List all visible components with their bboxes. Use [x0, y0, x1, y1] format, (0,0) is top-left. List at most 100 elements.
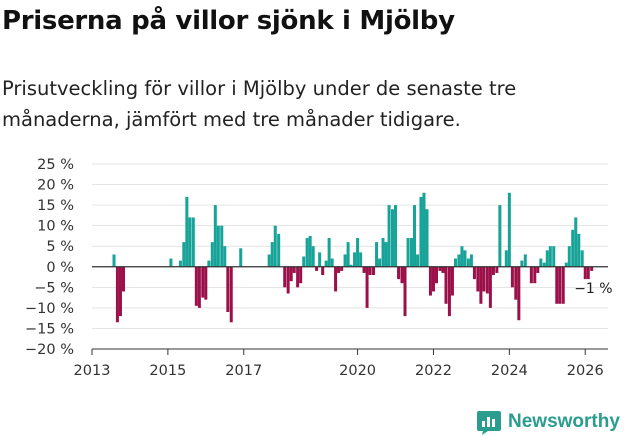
bar	[552, 246, 556, 267]
bar	[457, 254, 461, 267]
bar	[491, 266, 495, 275]
bar	[536, 266, 540, 273]
bar	[229, 266, 233, 323]
bar	[488, 266, 492, 308]
bar	[406, 238, 410, 267]
bar	[561, 266, 565, 304]
bar	[450, 266, 454, 296]
bar	[412, 205, 417, 267]
bar	[362, 266, 366, 273]
bar	[302, 256, 306, 267]
bar	[453, 258, 457, 267]
bar	[529, 266, 533, 284]
bar	[305, 238, 309, 267]
bar	[207, 260, 211, 267]
bar	[346, 242, 350, 267]
bar	[356, 238, 360, 267]
bar	[444, 266, 448, 304]
bar	[564, 262, 568, 267]
bar	[548, 246, 552, 267]
bar	[384, 242, 388, 267]
axes	[91, 266, 608, 355]
y-tick-label: 5 %	[46, 239, 74, 255]
bar	[558, 266, 562, 304]
y-tick-label: 20 %	[37, 178, 74, 194]
x-tick-label: 2013	[74, 363, 111, 379]
bar	[375, 242, 379, 267]
y-tick-label: 15 %	[37, 198, 74, 214]
bar	[479, 266, 483, 304]
bar	[343, 254, 347, 267]
bar	[292, 266, 296, 273]
bar	[178, 260, 182, 267]
bar	[365, 266, 369, 308]
bar	[567, 246, 571, 267]
bar	[169, 258, 173, 267]
x-tick-label: 2020	[339, 363, 376, 379]
bar	[349, 264, 353, 267]
bar	[286, 266, 290, 294]
bar	[112, 254, 116, 267]
bar	[337, 266, 341, 273]
bar	[270, 242, 274, 267]
x-tick-label: 2022	[415, 363, 452, 379]
bar	[220, 225, 224, 267]
bar	[321, 266, 325, 275]
bar	[115, 266, 119, 323]
bar	[463, 250, 467, 267]
bar	[210, 242, 214, 267]
bar	[514, 266, 518, 300]
bar-chart-logo-icon	[477, 411, 501, 435]
bar	[577, 233, 581, 267]
bar	[311, 246, 315, 267]
bar	[381, 238, 385, 267]
bar	[353, 252, 357, 267]
bar	[283, 266, 287, 288]
bar	[416, 254, 420, 267]
bar	[334, 266, 338, 292]
bar	[428, 266, 432, 296]
y-tick-label: 10 %	[37, 219, 74, 235]
bar	[216, 225, 220, 267]
x-tick-label: 2015	[149, 363, 186, 379]
bar	[485, 266, 489, 294]
bar	[472, 266, 476, 280]
bar	[226, 266, 230, 312]
bar	[586, 266, 590, 280]
bar	[204, 266, 208, 300]
bar	[466, 258, 470, 267]
y-tick-label: −20 %	[25, 342, 74, 358]
bar	[460, 246, 464, 267]
bar	[555, 266, 559, 304]
bar	[118, 266, 122, 317]
bar	[318, 252, 322, 267]
bar	[239, 248, 243, 267]
bar	[583, 266, 587, 280]
bar	[523, 254, 527, 267]
bar	[296, 266, 300, 288]
bar	[441, 266, 445, 273]
bar	[510, 266, 514, 288]
bar	[533, 266, 537, 284]
bar	[188, 217, 192, 267]
bar	[542, 262, 546, 267]
newsworthy-logo: Newsworthy	[476, 407, 620, 437]
bar	[194, 266, 198, 306]
bar	[397, 266, 401, 280]
bar	[590, 266, 594, 271]
bar	[121, 266, 125, 292]
bar	[327, 238, 331, 267]
bar	[330, 258, 334, 267]
bar	[495, 266, 499, 273]
bar	[419, 196, 423, 267]
bar	[574, 217, 578, 267]
bar	[390, 209, 394, 267]
chart-title: Priserna på villor sjönk i Mjölby	[2, 6, 455, 36]
bar	[476, 266, 480, 292]
bar	[469, 254, 473, 267]
bar	[277, 233, 281, 267]
bar	[273, 225, 277, 267]
bar	[400, 266, 404, 284]
bar	[378, 258, 382, 267]
y-tick-label: −15 %	[25, 321, 74, 337]
